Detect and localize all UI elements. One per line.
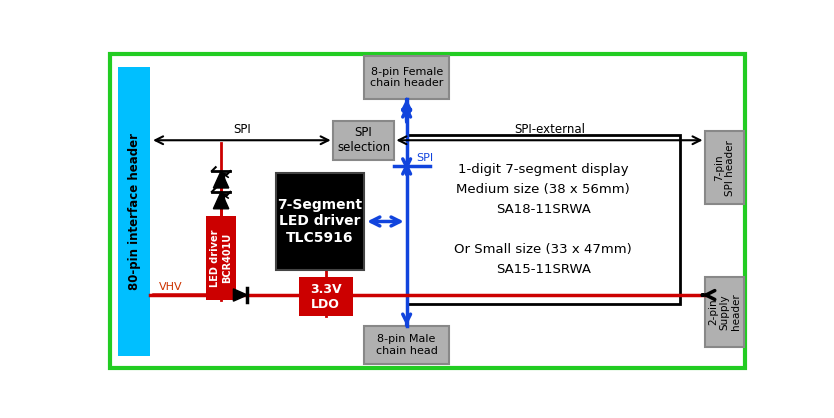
Bar — [407, 135, 680, 304]
Text: 7-pin
SPI header: 7-pin SPI header — [714, 140, 736, 196]
Bar — [364, 326, 449, 364]
Bar — [118, 67, 150, 356]
Polygon shape — [214, 192, 229, 209]
Bar — [334, 121, 394, 160]
Text: SPI-external: SPI-external — [514, 123, 585, 136]
Polygon shape — [234, 289, 247, 301]
Bar — [276, 173, 364, 270]
Text: 8-pin Male
chain head: 8-pin Male chain head — [375, 334, 438, 356]
Text: 7-Segment
LED driver
TLC5916: 7-Segment LED driver TLC5916 — [278, 198, 363, 245]
Polygon shape — [214, 171, 229, 188]
Text: SPI: SPI — [233, 123, 251, 136]
Text: VHV: VHV — [158, 282, 183, 292]
Text: LED driver
BCR401U: LED driver BCR401U — [210, 229, 232, 287]
Bar — [364, 56, 449, 99]
Bar — [706, 131, 744, 204]
Text: 2-pin
Supply
header: 2-pin Supply header — [708, 293, 741, 330]
Text: 80-pin interface header: 80-pin interface header — [128, 133, 141, 290]
Bar — [207, 216, 236, 301]
Text: 1-digit 7-segment display
Medium size (38 x 56mm)
SA18-11SRWA

Or Small size (33: 1-digit 7-segment display Medium size (3… — [455, 163, 632, 276]
Text: 8-pin Female
chain header: 8-pin Female chain header — [370, 67, 444, 88]
Text: 3.3V
LDO: 3.3V LDO — [310, 283, 342, 311]
Bar — [706, 277, 744, 347]
Text: SPI: SPI — [417, 153, 434, 163]
Text: SPI
selection: SPI selection — [337, 126, 390, 154]
Bar — [299, 277, 353, 316]
